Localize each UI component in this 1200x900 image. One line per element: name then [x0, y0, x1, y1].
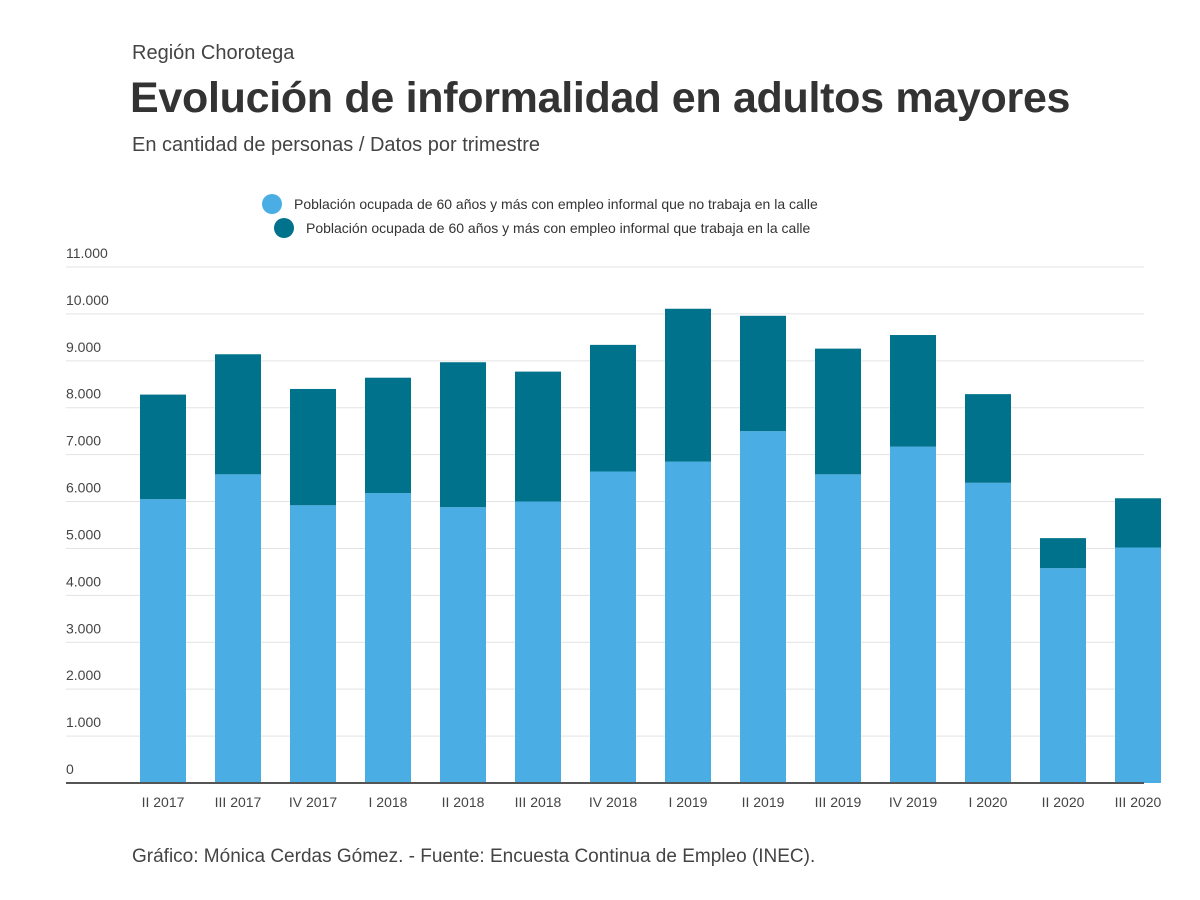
bar-segment-calle — [290, 388, 336, 506]
x-tick-label: IV 2018 — [589, 794, 637, 810]
y-tick-label: 9.000 — [66, 339, 101, 355]
bar-segment-calle — [665, 308, 711, 462]
y-tick-label: 6.000 — [66, 480, 101, 496]
bar-segment-calle — [815, 348, 861, 475]
y-tick-label: 10.000 — [66, 292, 109, 308]
chart-footer-credit: Gráfico: Mónica Cerdas Gómez. - Fuente: … — [132, 846, 816, 867]
y-tick-label: 5.000 — [66, 526, 101, 542]
x-tick-label: I 2019 — [669, 794, 708, 810]
y-tick-label: 8.000 — [66, 386, 101, 402]
legend-item-no-calle: Población ocupada de 60 años y más con e… — [262, 192, 818, 216]
legend-swatch-no-calle — [262, 194, 282, 214]
bar-segment-calle — [140, 394, 186, 500]
stacked-bar-chart: 0 1.000 2.000 3.000 4.000 5.000 6.000 7.000 8.00… — [66, 245, 1162, 810]
x-tick-label: III 2018 — [515, 794, 562, 810]
x-tick-label: I 2020 — [969, 794, 1008, 810]
bar-segment-no-calle — [890, 446, 936, 783]
bar-segment-no-calle — [965, 482, 1011, 783]
y-tick-label: 4.000 — [66, 573, 101, 589]
legend-label-no-calle: Población ocupada de 60 años y más con e… — [294, 196, 818, 212]
bar-segment-no-calle — [140, 499, 186, 783]
x-tick-label: II 2020 — [1042, 794, 1085, 810]
bar-segment-calle — [515, 371, 561, 502]
bar-segment-calle — [1040, 538, 1086, 569]
bar-segment-no-calle — [1115, 547, 1161, 783]
bar-segment-no-calle — [515, 501, 561, 783]
y-tick-label: 7.000 — [66, 433, 101, 449]
bar-segment-calle — [965, 394, 1011, 483]
legend-swatch-calle — [274, 218, 294, 238]
x-tick-label: IV 2019 — [889, 794, 937, 810]
chart-subtitle: En cantidad de personas / Datos por trim… — [132, 134, 540, 156]
bar-segment-no-calle — [290, 505, 336, 783]
bar-segment-calle — [365, 377, 411, 494]
y-tick-label: 1.000 — [66, 714, 101, 730]
bar-segment-calle — [740, 315, 786, 432]
bar-segment-calle — [440, 362, 486, 508]
bar-segment-calle — [890, 335, 936, 447]
bar-segment-calle — [590, 344, 636, 472]
x-tick-label: II 2018 — [442, 794, 485, 810]
bar-segment-no-calle — [590, 471, 636, 783]
chart-kicker: Región Chorotega — [132, 42, 295, 64]
x-tick-label: III 2017 — [215, 794, 262, 810]
x-tick-label: II 2017 — [142, 794, 185, 810]
legend-label-calle: Población ocupada de 60 años y más con e… — [306, 220, 811, 236]
x-tick-label: III 2019 — [815, 794, 862, 810]
x-tick-label: I 2018 — [369, 794, 408, 810]
x-tick-label: III 2020 — [1115, 794, 1162, 810]
chart-title: Evolución de informalidad en adultos may… — [130, 74, 1071, 122]
y-tick-label: 3.000 — [66, 620, 101, 636]
chart-legend: Población ocupada de 60 años y más con e… — [262, 192, 818, 240]
bar-segment-no-calle — [365, 493, 411, 783]
bar-segment-no-calle — [740, 431, 786, 783]
bar-segment-no-calle — [215, 474, 261, 783]
y-tick-label: 2.000 — [66, 667, 101, 683]
bar-segment-calle — [215, 354, 261, 475]
legend-item-calle: Población ocupada de 60 años y más con e… — [274, 216, 818, 240]
bar-segment-no-calle — [440, 507, 486, 783]
x-tick-label: IV 2017 — [289, 794, 337, 810]
y-tick-label: 0 — [66, 761, 74, 777]
y-tick-label: 11.000 — [66, 245, 108, 261]
bar-segment-no-calle — [815, 474, 861, 783]
bar-segment-no-calle — [665, 461, 711, 783]
bar-segment-calle — [1115, 498, 1161, 548]
bar-segment-no-calle — [1040, 568, 1086, 783]
x-tick-label: II 2019 — [742, 794, 785, 810]
